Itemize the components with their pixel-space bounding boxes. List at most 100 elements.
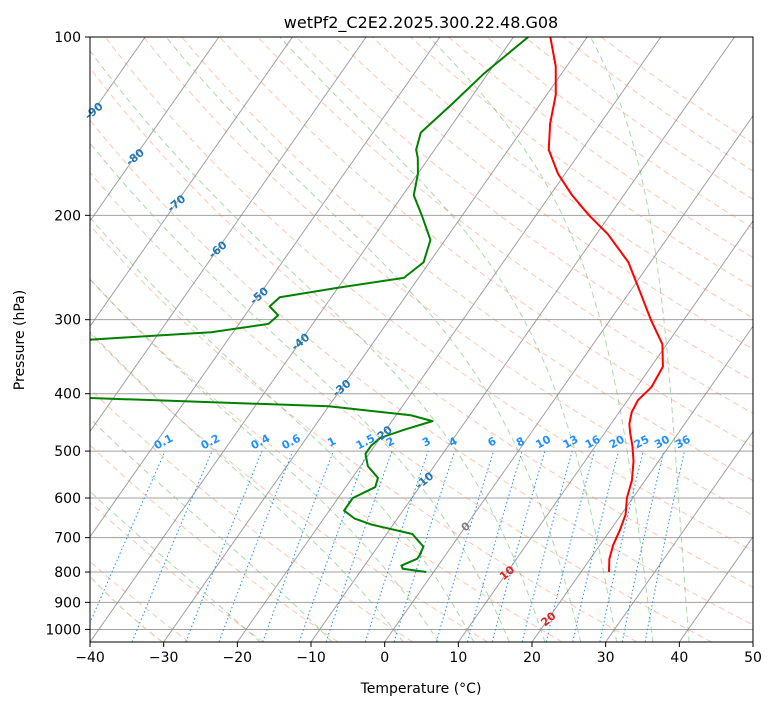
mixing-ratio-line xyxy=(218,450,294,642)
mixing-ratio-label: 1 xyxy=(325,434,338,449)
mixing-ratio-line xyxy=(599,450,644,642)
mixing-ratio-line xyxy=(90,450,166,625)
isotherm xyxy=(0,37,72,642)
mixing-ratio-line xyxy=(262,450,334,642)
mixing-ratio-label: 16 xyxy=(583,433,603,452)
x-tick-label: 10 xyxy=(449,650,467,666)
isotherm xyxy=(678,535,753,642)
moist-adiabat xyxy=(589,37,690,642)
dry-adiabat xyxy=(295,37,753,382)
mixing-ratio-line xyxy=(572,450,620,642)
moist-adiabat xyxy=(90,278,440,642)
y-tick-label: 700 xyxy=(54,531,81,547)
mixing-ratio-line xyxy=(467,450,523,642)
isotherm xyxy=(384,114,753,642)
mixing-ratio-line xyxy=(491,450,546,642)
dry-adiabat xyxy=(90,502,264,642)
y-tick-label: 300 xyxy=(54,313,81,329)
x-tick-label: 20 xyxy=(523,650,541,666)
isotherm xyxy=(90,37,514,642)
isotherm xyxy=(90,37,367,433)
moist-adiabat xyxy=(165,37,582,642)
dry-adiabat xyxy=(90,67,753,588)
y-tick-label: 800 xyxy=(54,565,81,581)
mixing-ratio-label: 4 xyxy=(447,434,460,449)
isotherm xyxy=(90,37,220,222)
isotherm xyxy=(90,37,441,538)
x-tick-label: 30 xyxy=(597,650,615,666)
mixing-ratio-line xyxy=(393,450,456,642)
isotherm xyxy=(457,220,753,642)
mixing-ratio-line xyxy=(545,450,595,642)
mixing-ratio-label: 0.4 xyxy=(249,432,273,453)
isotherm-label: -10 xyxy=(413,469,437,492)
mixing-ratio-line xyxy=(131,450,213,642)
dry-adiabat xyxy=(219,37,753,448)
x-axis-label: Temperature (°C) xyxy=(360,681,482,697)
dry-adiabat xyxy=(601,37,753,144)
mixing-ratio-line xyxy=(364,450,429,642)
x-tick-label: −40 xyxy=(75,650,105,666)
y-tick-label: 400 xyxy=(54,387,81,403)
mixing-ratio-label: 6 xyxy=(486,434,499,449)
moist-adiabat xyxy=(90,142,510,642)
moist-adiabat xyxy=(90,216,475,642)
dry-adiabat xyxy=(143,37,753,516)
dry-adiabat xyxy=(372,37,753,319)
reference-curve xyxy=(90,575,163,642)
y-tick-label: 1000 xyxy=(45,622,81,638)
moist-adiabat xyxy=(279,37,618,642)
dry-adiabat xyxy=(90,332,488,642)
isotherm xyxy=(310,37,735,642)
moist-adiabat xyxy=(90,417,333,642)
isotherm-label: 20 xyxy=(538,609,558,629)
dry-adiabat xyxy=(257,37,753,414)
mixing-ratio-label: 0.2 xyxy=(199,432,222,453)
chart-title: wetPf2_C2E2.2025.300.22.48.G08 xyxy=(284,13,558,33)
dry-adiabat xyxy=(90,278,563,642)
mixing-ratio-line xyxy=(185,450,263,642)
y-tick-label: 500 xyxy=(54,444,81,460)
isotherm-label: -80 xyxy=(123,146,147,169)
dry-adiabat xyxy=(90,224,638,642)
isotherm-label: 0 xyxy=(459,519,473,534)
axes: −40 −30 −20 −10 0 10 20 30 40 5010020030040050060… xyxy=(45,30,762,666)
dry-adiabat xyxy=(90,119,753,626)
isotherm xyxy=(90,37,293,328)
isotherm xyxy=(163,37,588,642)
isotherm-label: -90 xyxy=(82,100,106,123)
mixing-ratio-line xyxy=(435,450,495,642)
mixing-ratio-label: 0.6 xyxy=(280,432,304,453)
isotherm xyxy=(605,430,753,642)
mixing-ratio-label: 0.1 xyxy=(152,432,175,453)
mixing-ratio-label: 30 xyxy=(652,433,672,452)
mixing-ratio-line xyxy=(521,450,573,642)
isotherm-label: -40 xyxy=(289,330,313,353)
isotherm-label: -70 xyxy=(165,192,189,215)
mixing-ratio-label: 20 xyxy=(607,433,627,452)
mixing-ratio-label: 10 xyxy=(533,433,553,452)
isotherm xyxy=(531,325,753,642)
isotherm-label: 10 xyxy=(497,563,517,583)
dry-adiabat xyxy=(90,388,414,642)
isotherm-label: -60 xyxy=(206,238,230,261)
y-tick-label: 200 xyxy=(54,208,81,224)
background-lines xyxy=(0,37,753,642)
dry-adiabat xyxy=(181,37,753,482)
x-tick-label: 0 xyxy=(380,650,389,666)
isotherm xyxy=(752,641,753,642)
series-layer xyxy=(90,37,664,574)
dry-adiabat xyxy=(410,37,753,289)
moist-adiabat xyxy=(90,49,546,642)
dry-adiabat xyxy=(90,171,712,642)
dewpoint-line xyxy=(90,37,529,574)
x-tick-label: 40 xyxy=(670,650,688,666)
y-tick-label: 600 xyxy=(54,491,81,507)
line-labels: 0.1 0.2 0.4 0.6 1 1.5 2 3 4 6 8 10 13 16 20 25 30 36-90-8… xyxy=(82,100,693,630)
dry-adiabat xyxy=(486,37,753,229)
dry-adiabat xyxy=(90,444,339,642)
moist-adiabat xyxy=(90,490,261,642)
mixing-ratio-label: 13 xyxy=(561,433,581,452)
x-tick-label: −10 xyxy=(296,650,326,666)
